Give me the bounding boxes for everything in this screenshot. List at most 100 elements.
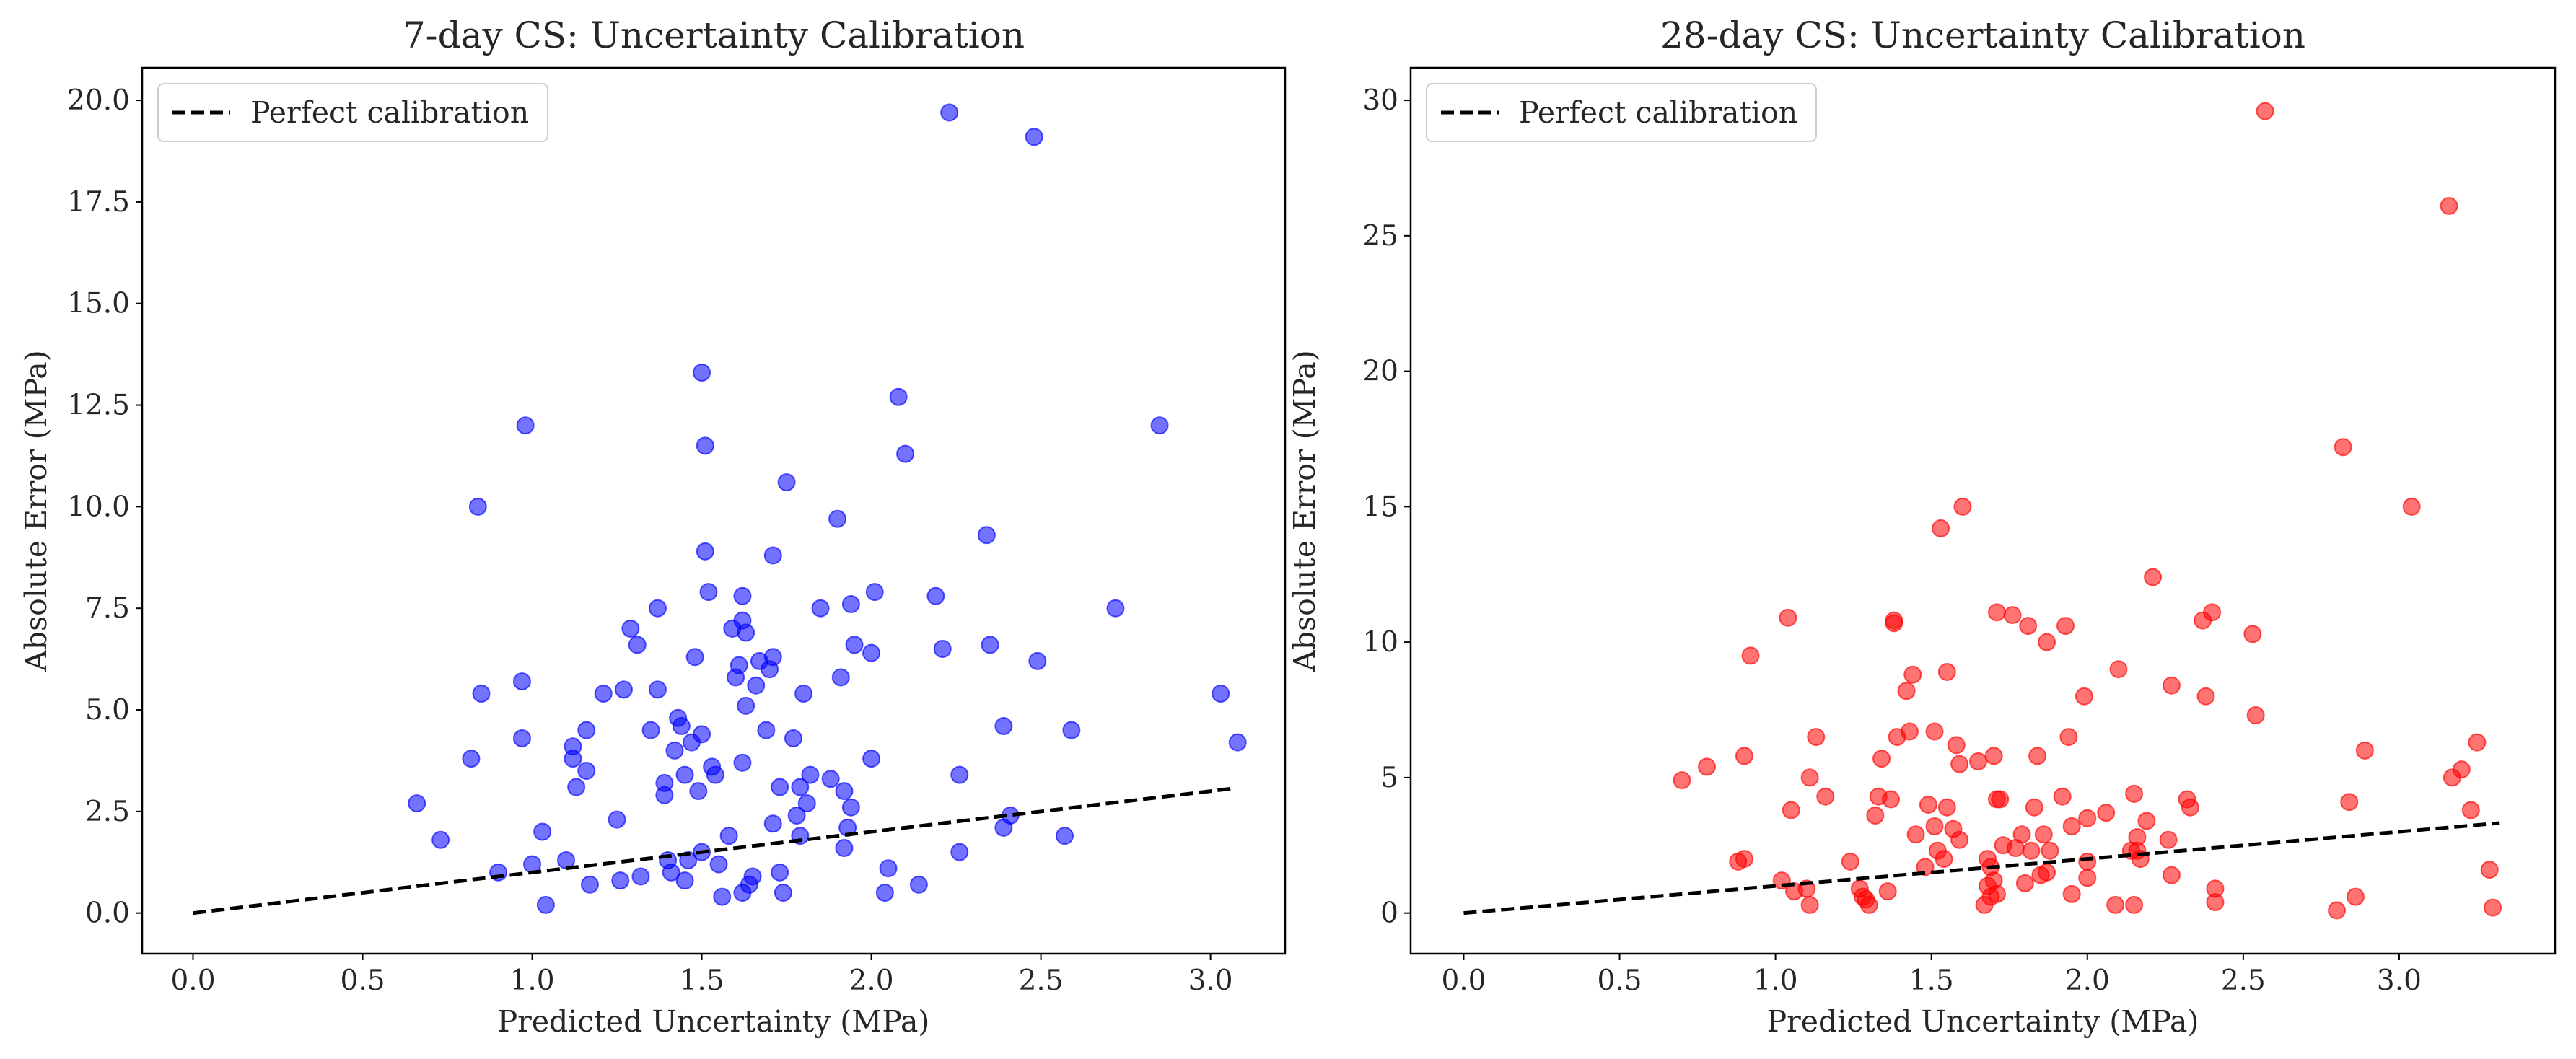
perfect-calibration-line — [193, 788, 1231, 913]
y-tick-label: 15.0 — [67, 288, 130, 320]
scatter-point — [1880, 883, 1896, 900]
scatter-point — [656, 775, 673, 791]
scatter-point — [714, 889, 730, 905]
y-tick-label: 5 — [1380, 762, 1398, 794]
x-tick-label: 1.0 — [510, 964, 555, 997]
scatter-point — [707, 767, 724, 783]
scatter-point — [2079, 853, 2095, 870]
scatter-point — [2017, 875, 2033, 892]
scatter-point — [1152, 417, 1168, 434]
scatter-point — [2145, 569, 2161, 586]
scatter-point — [836, 840, 852, 856]
scatter-point — [836, 783, 852, 799]
scatter-point — [470, 498, 486, 515]
x-tick-label: 0.5 — [341, 964, 385, 997]
scatter-point — [843, 799, 859, 816]
x-axis-label: Predicted Uncertainty (MPa) — [498, 1004, 930, 1039]
y-tick-label: 15 — [1362, 491, 1398, 523]
scatter-point — [795, 685, 812, 702]
scatter-point — [748, 677, 764, 694]
chart-title: 28-day CS: Uncertainty Calibration — [1660, 14, 2305, 56]
scatter-point — [2079, 869, 2095, 886]
scatter-point — [1883, 791, 1899, 807]
x-tick-label: 1.5 — [1909, 964, 1954, 997]
scatter-point — [737, 698, 754, 714]
scatter-point — [982, 636, 999, 653]
scatter-point — [2036, 826, 2052, 843]
scatter-point — [758, 722, 774, 739]
scatter-point — [673, 718, 690, 734]
chart-panel-7day: 0.0 0.5 1.0 1.5 2.0 2.5 3.0 0.0 2.5 5.0 7.5 10.0 12.… — [19, 14, 1285, 1039]
scatter-point — [1817, 788, 1834, 805]
scatter-point — [1948, 737, 1965, 753]
chart-panel-28day: 0.0 0.5 1.0 1.5 2.0 2.5 3.0 0 5 10 15 20 25 30 28-day … — [1287, 14, 2555, 1039]
y-tick-label: 25 — [1362, 220, 1398, 252]
scatter-point — [534, 824, 551, 840]
scatter-point — [649, 600, 666, 617]
scatter-point — [1212, 685, 1229, 702]
y-tick-label: 7.5 — [85, 592, 130, 625]
y-axis-label: Absolute Error (MPa) — [1287, 350, 1322, 672]
scatter-point — [897, 446, 914, 462]
scatter-point — [2453, 761, 2470, 778]
scatter-point — [771, 864, 788, 881]
scatter-point — [700, 584, 717, 600]
scatter-point — [690, 783, 706, 799]
scatter-point — [843, 596, 859, 612]
scatter-point — [1935, 851, 1952, 867]
scatter-point — [432, 832, 449, 848]
scatter-point — [1699, 758, 1715, 775]
scatter-point — [2023, 843, 2039, 859]
scatter-point — [779, 474, 795, 491]
scatter-point — [643, 722, 660, 739]
axes-frame — [1411, 68, 2555, 954]
scatter-point — [1989, 886, 2005, 902]
scatter-point — [568, 779, 584, 796]
x-tick-label: 2.0 — [849, 964, 894, 997]
scatter-point — [1736, 851, 1753, 867]
scatter-point — [2248, 707, 2264, 724]
scatter-point — [1986, 747, 2002, 764]
scatter-point — [2468, 734, 2485, 751]
scatter-point — [765, 649, 781, 665]
scatter-point — [1802, 769, 1818, 786]
scatter-point — [863, 645, 880, 662]
scatter-point — [1802, 897, 1818, 913]
scatter-point — [1873, 750, 1890, 767]
scatter-point — [2014, 826, 2030, 843]
scatter-point — [1920, 796, 1937, 813]
scatter-point — [951, 767, 968, 783]
scatter-point — [1743, 647, 1759, 664]
x-tick-label: 1.0 — [1753, 964, 1798, 997]
scatter-point — [2329, 902, 2345, 918]
scatter-point — [927, 588, 944, 605]
scatter-point — [595, 685, 612, 702]
scatter-point — [2079, 810, 2095, 827]
scatter-point — [890, 389, 907, 405]
scatter-point — [1901, 724, 1918, 740]
scatter-point — [615, 681, 632, 698]
scatter-point — [1230, 734, 1246, 751]
scatter-point — [2463, 801, 2479, 818]
scatter-point — [2207, 894, 2223, 910]
scatter-point — [2244, 625, 2261, 642]
scatter-point — [408, 795, 425, 812]
scatter-point — [833, 669, 849, 685]
scatter-point — [2005, 607, 2021, 623]
scatter-point — [1954, 498, 1971, 515]
scatter-point — [2076, 688, 2093, 705]
scatter-point — [1989, 604, 2005, 620]
scatter-point — [1970, 753, 1986, 770]
scatter-point — [1927, 724, 1943, 740]
scatter-point — [737, 624, 754, 641]
scatter-point — [2335, 439, 2352, 455]
scatter-point — [731, 657, 748, 674]
scatter-point — [765, 815, 781, 832]
legend: Perfect calibration — [158, 84, 548, 141]
x-tick-label: 3.0 — [2377, 964, 2422, 997]
x-tick-label: 0.0 — [1441, 964, 1486, 997]
scatter-point — [775, 884, 792, 901]
scatter-point — [2204, 604, 2220, 620]
scatter-point — [2029, 747, 2046, 764]
